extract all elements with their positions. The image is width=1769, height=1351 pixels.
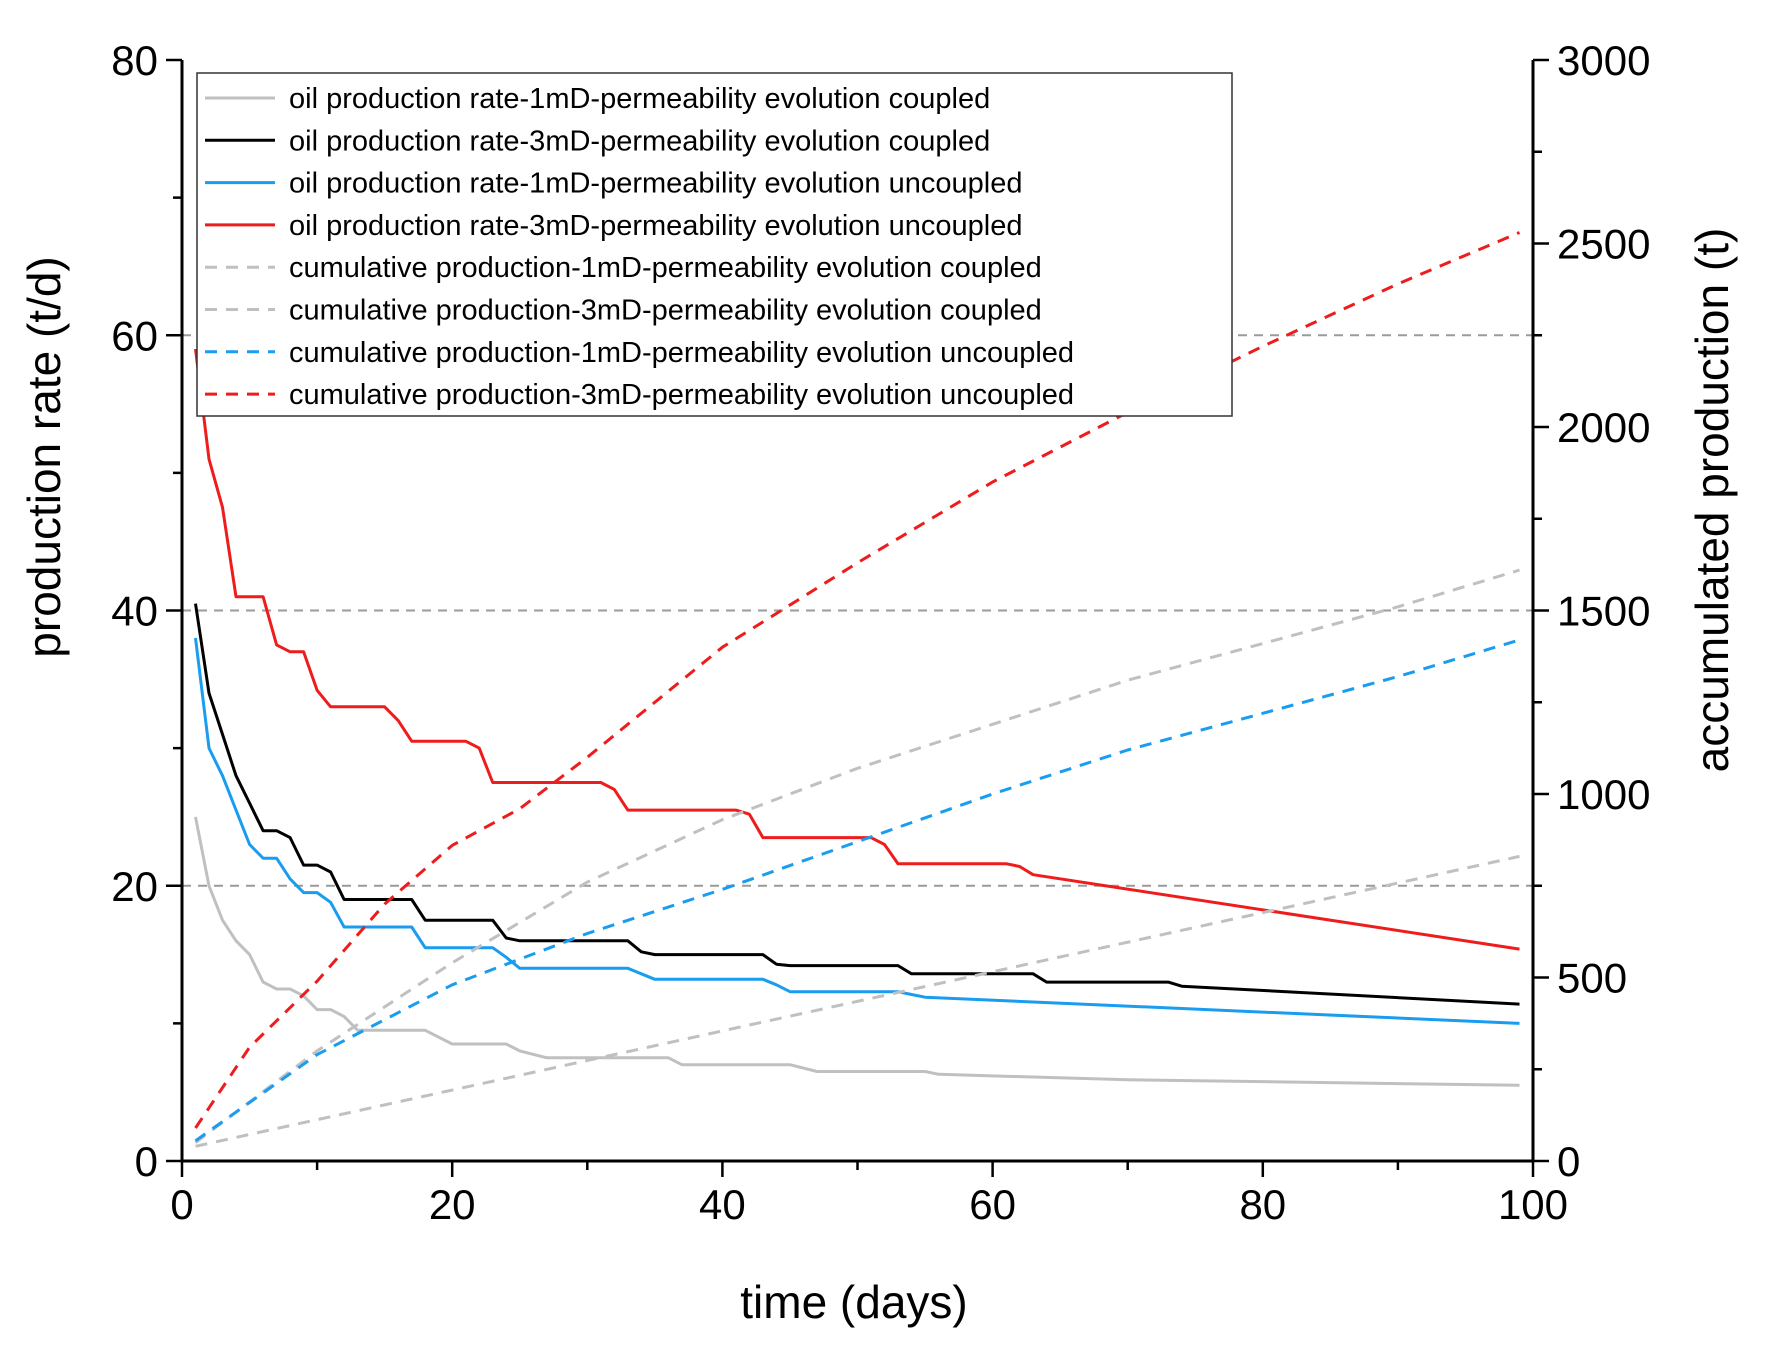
- legend-label: oil production rate-1mD-permeability evo…: [289, 168, 1022, 200]
- y-tick-label: 20: [111, 863, 158, 910]
- legend-label: cumulative production-1mD-permeability e…: [289, 337, 1074, 369]
- series-line-8: [194, 231, 1521, 1129]
- y2-tick-label: 3000: [1557, 37, 1650, 84]
- y2-axis-title: accumulated production (t): [1686, 228, 1738, 773]
- x-tick-label: 40: [699, 1181, 746, 1228]
- series-line-4: [194, 348, 1520, 951]
- series-line-2: [194, 603, 1520, 1006]
- x-tick-label: 80: [1239, 1181, 1286, 1228]
- series-line-3: [194, 637, 1520, 1025]
- legend-box: [196, 72, 1233, 417]
- legend-label: oil production rate-3mD-permeability evo…: [289, 125, 990, 157]
- x-tick-label: 60: [969, 1181, 1016, 1228]
- series-group: [194, 231, 1521, 1148]
- y-tick-label: 40: [111, 588, 158, 635]
- legend-label: cumulative production-1mD-permeability e…: [289, 252, 1042, 284]
- x-tick-label: 100: [1498, 1181, 1568, 1228]
- y-tick-label: 80: [111, 37, 158, 84]
- legend-label: cumulative production-3mD-permeability e…: [289, 295, 1042, 327]
- legend-label: cumulative production-3mD-permeability e…: [289, 379, 1074, 411]
- x-tick-label: 0: [170, 1181, 193, 1228]
- axes: 0 20 40 60 80 1000204060800500100015002000250…: [111, 37, 1650, 1228]
- x-axis-title: time (days): [740, 1276, 967, 1328]
- series-line-7: [194, 638, 1520, 1143]
- y-tick-label: 60: [111, 312, 158, 359]
- y2-tick-label: 0: [1557, 1138, 1580, 1185]
- y2-tick-label: 2000: [1557, 404, 1650, 451]
- y-tick-label: 0: [135, 1138, 158, 1185]
- y-axis-title: production rate (t/d): [18, 256, 70, 657]
- series-line-1: [194, 816, 1520, 1087]
- gridlines: [182, 334, 1533, 887]
- x-tick-label: 20: [429, 1181, 476, 1228]
- legend-label: oil production rate-1mD-permeability evo…: [289, 83, 990, 115]
- y2-tick-label: 500: [1557, 955, 1627, 1002]
- legend-label: oil production rate-3mD-permeability evo…: [289, 210, 1022, 242]
- series-line-6: [194, 568, 1520, 1144]
- y2-tick-label: 2500: [1557, 221, 1650, 268]
- legend: oil production rate-1mD-permeability evo…: [196, 72, 1233, 417]
- y2-tick-label: 1000: [1557, 771, 1650, 818]
- series-line-5: [195, 854, 1520, 1148]
- y2-tick-label: 1500: [1557, 588, 1650, 635]
